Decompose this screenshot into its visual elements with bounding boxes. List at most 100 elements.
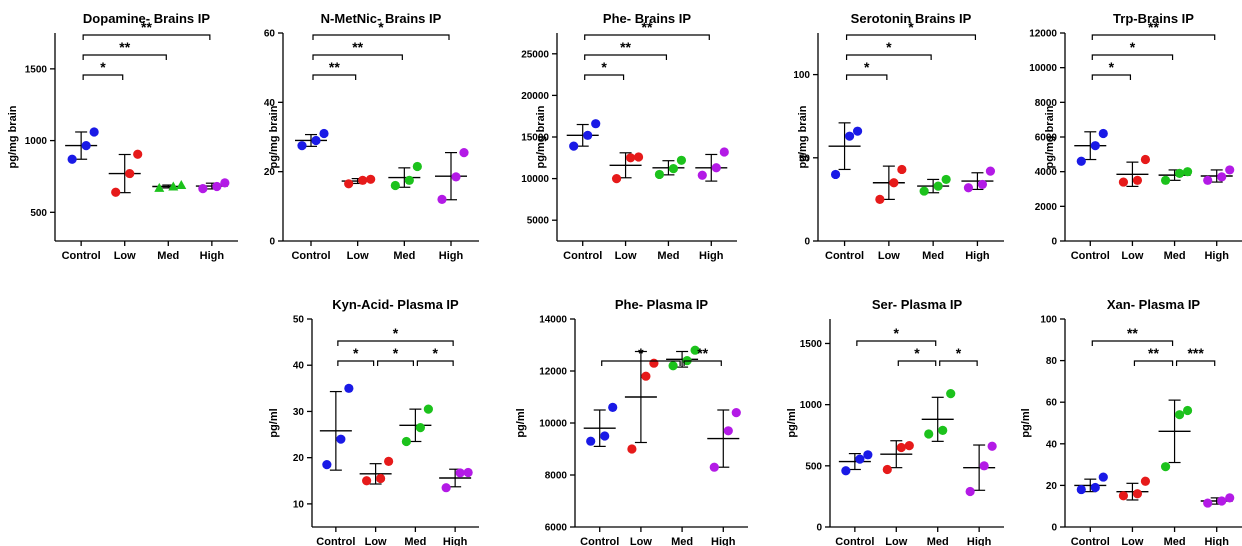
significance-label: ** xyxy=(1148,19,1159,35)
y-tick-label: 10 xyxy=(293,499,305,510)
significance-label: ** xyxy=(697,345,708,361)
significance-bracket xyxy=(856,340,937,346)
data-point xyxy=(344,179,354,189)
y-axis-label: pg/ml xyxy=(1020,408,1032,437)
y-tick-label: 2000 xyxy=(1035,202,1058,213)
y-tick-label: 500 xyxy=(30,208,47,219)
data-point xyxy=(437,194,447,204)
data-point xyxy=(322,460,332,470)
y-axis-label: pg/mg brain xyxy=(535,105,547,168)
data-point xyxy=(841,466,851,476)
data-point xyxy=(963,183,974,193)
data-point xyxy=(463,467,473,478)
x-tick-label: Med xyxy=(1164,536,1186,546)
data-point xyxy=(1118,491,1129,501)
x-tick-label: Med xyxy=(657,250,679,262)
y-tick-label: 4000 xyxy=(1035,167,1058,178)
data-point xyxy=(390,180,400,191)
y-tick-label: 80 xyxy=(1046,356,1058,367)
data-point xyxy=(863,450,873,460)
x-tick-label: Control xyxy=(62,250,101,262)
y-tick-label: 30 xyxy=(293,407,305,418)
data-point xyxy=(649,358,659,368)
data-point xyxy=(641,371,651,381)
significance-bracket xyxy=(939,360,978,366)
x-tick-label: Control xyxy=(1071,536,1110,546)
data-point xyxy=(1090,141,1100,151)
significance-bracket xyxy=(1175,360,1216,366)
y-tick-label: 0 xyxy=(1051,237,1057,248)
data-point xyxy=(1225,165,1235,175)
significance-bracket xyxy=(312,74,357,80)
significance-bracket xyxy=(337,340,454,346)
data-point xyxy=(1203,175,1213,185)
x-tick-label: High xyxy=(965,250,990,262)
data-point xyxy=(1217,496,1227,506)
significance-bracket xyxy=(601,360,681,366)
data-point xyxy=(67,154,77,164)
chart-panel-8: Xan- Plasma IP pg/ml 0 20 40 60 80 100 Control Lo… xyxy=(1020,297,1242,546)
data-point xyxy=(1090,482,1100,493)
data-point xyxy=(1132,175,1143,185)
x-tick-label: Control xyxy=(825,250,864,262)
y-tick-label: 12000 xyxy=(539,367,567,378)
y-tick-label: 5000 xyxy=(527,216,550,227)
data-point xyxy=(133,149,143,159)
data-point xyxy=(404,175,414,185)
data-point xyxy=(946,389,956,399)
significance-bracket xyxy=(1091,34,1216,40)
chart-panel-6: Phe- Plasma IP pg/ml 6000 8000 10000 12000 140… xyxy=(515,297,748,546)
chart-panel-1: N-MetNic- Brains IP pg/mg brain 0 20 40 60 Con… xyxy=(264,11,479,262)
chart-title: Phe- Plasma IP xyxy=(615,297,709,312)
y-tick-label: 100 xyxy=(793,70,810,81)
y-tick-label: 10000 xyxy=(539,419,567,430)
data-point xyxy=(709,462,719,472)
y-axis-label: pg/mg brain xyxy=(797,105,809,168)
y-tick-label: 0 xyxy=(816,523,822,534)
data-point xyxy=(89,127,99,137)
data-point xyxy=(1174,410,1185,420)
y-tick-label: 8000 xyxy=(545,471,568,482)
data-point xyxy=(376,473,386,484)
data-point xyxy=(311,135,321,146)
data-point xyxy=(608,402,618,412)
data-point xyxy=(633,152,644,162)
y-tick-label: 1500 xyxy=(800,339,823,350)
y-tick-label: 60 xyxy=(1046,398,1058,409)
chart-title: Dopamine- Brains IP xyxy=(83,11,210,26)
y-tick-label: 10000 xyxy=(1029,63,1057,74)
chart-title: Trp-Brains IP xyxy=(1113,11,1194,26)
y-tick-label: 0 xyxy=(1051,523,1057,534)
y-tick-label: 1000 xyxy=(25,136,48,147)
chart-title: Kyn-Acid- Plasma IP xyxy=(332,297,459,312)
y-tick-label: 12000 xyxy=(1029,29,1057,40)
x-tick-label: Control xyxy=(835,536,874,546)
data-point xyxy=(1118,177,1129,187)
x-tick-label: Med xyxy=(927,536,949,546)
y-axis-label: pg/ml xyxy=(786,408,798,437)
y-tick-label: 100 xyxy=(1040,315,1057,326)
data-point xyxy=(844,131,855,141)
significance-label: * xyxy=(433,345,439,361)
x-tick-label: Control xyxy=(291,250,330,262)
y-tick-label: 6000 xyxy=(545,523,568,534)
x-tick-label: Med xyxy=(157,250,179,262)
x-tick-label: High xyxy=(439,250,464,262)
significance-bracket xyxy=(845,34,977,40)
significance-label: * xyxy=(1130,39,1136,55)
significance-label: ** xyxy=(642,19,653,35)
data-point xyxy=(904,441,914,451)
y-tick-label: 6000 xyxy=(1035,133,1058,144)
significance-bracket xyxy=(1091,54,1174,60)
x-tick-label: Med xyxy=(1164,250,1186,262)
data-point xyxy=(882,464,892,475)
x-tick-label: Low xyxy=(365,536,387,546)
chart-panel-5: Kyn-Acid- Plasma IP pg/ml 10 20 30 40 50 Contro… xyxy=(268,297,479,546)
data-point xyxy=(600,431,610,441)
y-axis-label: pg/mg brain xyxy=(1044,105,1056,168)
significance-bracket xyxy=(584,74,625,80)
data-point xyxy=(412,161,422,172)
data-point xyxy=(220,178,230,188)
x-tick-label: Low xyxy=(114,250,136,262)
x-tick-label: Low xyxy=(615,250,637,262)
